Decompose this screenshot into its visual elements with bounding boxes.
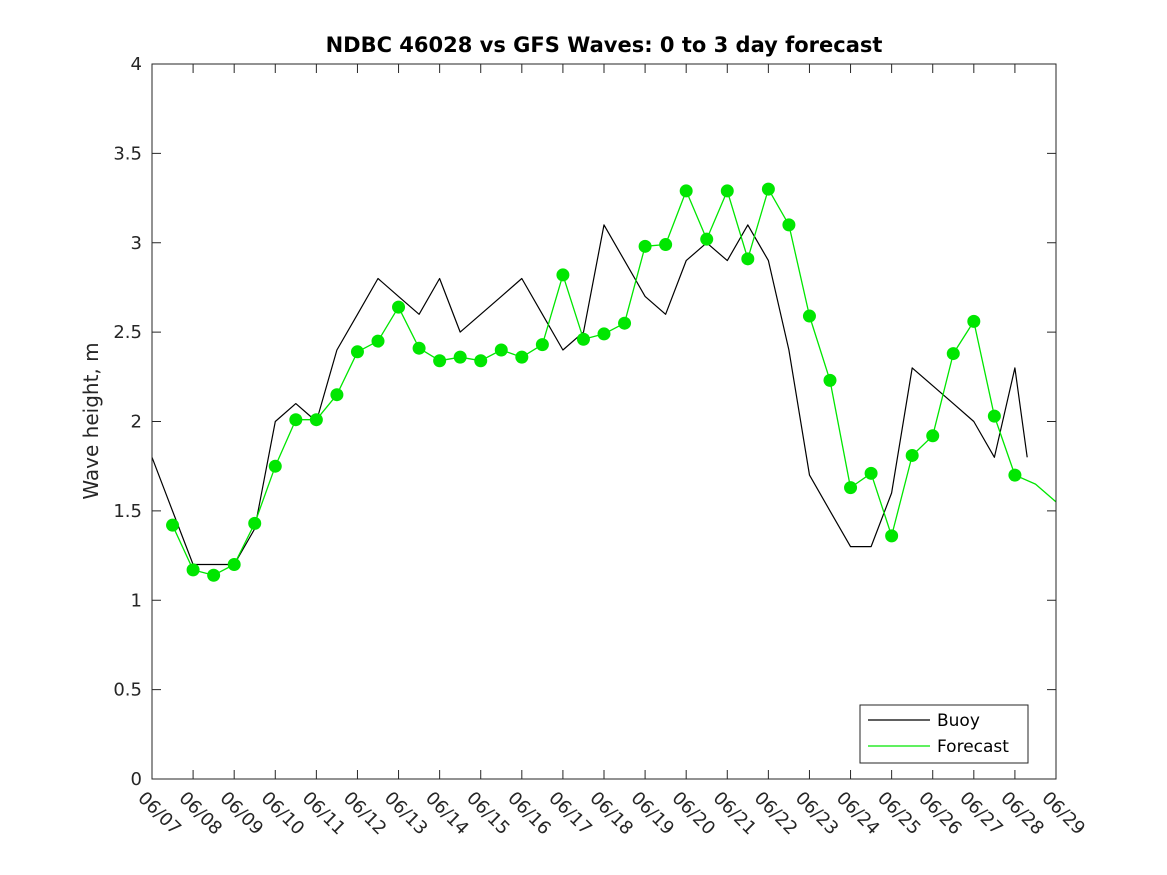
forecast-marker xyxy=(433,354,447,368)
forecast-marker xyxy=(494,343,508,357)
forecast-marker xyxy=(515,350,529,364)
y-tick-label: 1 xyxy=(131,590,142,611)
forecast-marker xyxy=(638,239,652,253)
y-tick-label: 3.5 xyxy=(113,143,142,164)
forecast-marker xyxy=(782,218,796,232)
forecast-marker xyxy=(576,332,590,346)
forecast-marker xyxy=(207,568,221,582)
legend-buoy-label: Buoy xyxy=(937,711,980,731)
forecast-marker xyxy=(864,466,878,480)
forecast-marker xyxy=(967,314,981,328)
forecast-marker xyxy=(700,232,714,246)
forecast-marker xyxy=(227,558,241,571)
forecast-marker xyxy=(371,334,385,348)
forecast-marker xyxy=(289,413,303,427)
chart-title: NDBC 46028 vs GFS Waves: 0 to 3 day fore… xyxy=(326,33,883,57)
plot-area xyxy=(151,182,1057,582)
legend-box xyxy=(859,704,1029,764)
forecast-marker xyxy=(844,481,858,495)
forecast-marker xyxy=(802,309,816,323)
forecast-marker xyxy=(679,184,693,198)
forecast-marker xyxy=(823,373,837,387)
forecast-marker xyxy=(453,350,467,364)
forecast-marker xyxy=(905,448,919,462)
forecast-marker xyxy=(556,268,570,282)
forecast-marker xyxy=(330,388,344,402)
forecast-marker xyxy=(350,345,364,359)
forecast-marker xyxy=(309,413,323,427)
series-line-buoy xyxy=(151,224,1028,566)
forecast-marker xyxy=(392,300,406,314)
forecast-marker xyxy=(761,182,775,196)
forecast-marker xyxy=(597,327,611,341)
forecast-marker xyxy=(926,429,940,443)
y-tick-label: 3 xyxy=(131,233,142,254)
y-tick-label: 0.5 xyxy=(113,680,142,701)
forecast-marker xyxy=(166,518,180,532)
forecast-marker xyxy=(946,347,960,361)
legend-forecast-label: Forecast xyxy=(937,737,1009,757)
forecast-marker xyxy=(248,516,262,530)
forecast-marker xyxy=(535,338,549,352)
forecast-marker xyxy=(186,563,200,577)
forecast-marker xyxy=(659,238,673,252)
forecast-marker xyxy=(618,316,632,330)
y-tick-label: 0 xyxy=(131,769,142,790)
y-axis-label: Wave height, m xyxy=(79,342,103,499)
y-axis: 0 0.5 1 1.5 2 2.5 3 3.5 4 xyxy=(113,54,1056,790)
forecast-marker xyxy=(987,409,1001,423)
forecast-marker xyxy=(412,341,426,355)
forecast-marker xyxy=(268,459,282,473)
forecast-marker xyxy=(1008,468,1022,482)
forecast-marker xyxy=(885,529,899,543)
y-tick-label: 4 xyxy=(131,54,142,75)
legend: Buoy Forecast xyxy=(859,704,1029,764)
y-tick-label: 2 xyxy=(131,412,142,433)
y-tick-label: 2.5 xyxy=(113,322,142,343)
y-tick-label: 1.5 xyxy=(113,501,142,522)
forecast-marker xyxy=(474,354,488,368)
forecast-marker xyxy=(720,184,734,198)
forecast-marker xyxy=(741,252,755,266)
